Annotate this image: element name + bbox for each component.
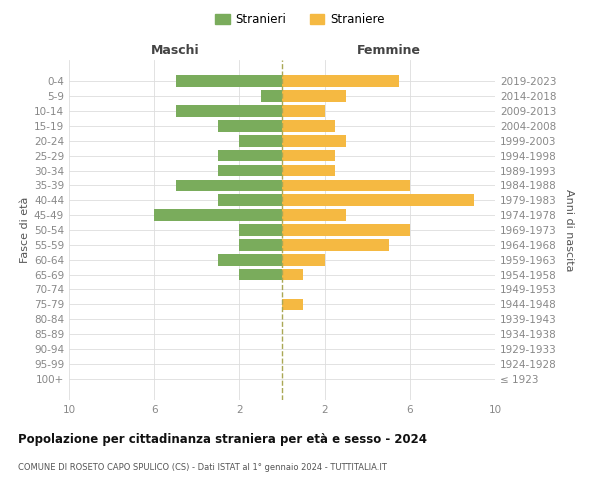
Bar xyxy=(260,90,282,102)
Bar xyxy=(218,150,282,162)
Bar xyxy=(239,224,282,236)
Text: Popolazione per cittadinanza straniera per età e sesso - 2024: Popolazione per cittadinanza straniera p… xyxy=(18,432,427,446)
Bar xyxy=(282,150,335,162)
Bar xyxy=(239,135,282,146)
Text: Maschi: Maschi xyxy=(151,44,200,57)
Bar xyxy=(282,298,304,310)
Bar xyxy=(175,105,282,117)
Bar xyxy=(282,105,325,117)
Bar xyxy=(282,239,389,250)
Bar xyxy=(218,164,282,176)
Bar xyxy=(239,239,282,250)
Bar xyxy=(218,194,282,206)
Bar xyxy=(218,120,282,132)
Bar xyxy=(282,135,346,146)
Bar xyxy=(282,120,335,132)
Bar xyxy=(239,269,282,280)
Legend: Stranieri, Straniere: Stranieri, Straniere xyxy=(211,8,389,31)
Y-axis label: Fasce di età: Fasce di età xyxy=(20,197,30,263)
Bar xyxy=(175,180,282,191)
Bar xyxy=(282,269,304,280)
Y-axis label: Anni di nascita: Anni di nascita xyxy=(563,188,574,271)
Bar xyxy=(282,180,410,191)
Bar xyxy=(175,76,282,87)
Text: COMUNE DI ROSETO CAPO SPULICO (CS) - Dati ISTAT al 1° gennaio 2024 - TUTTITALIA.: COMUNE DI ROSETO CAPO SPULICO (CS) - Dat… xyxy=(18,462,387,471)
Bar xyxy=(282,164,335,176)
Bar xyxy=(282,210,346,221)
Text: Femmine: Femmine xyxy=(356,44,421,57)
Bar xyxy=(282,194,474,206)
Bar xyxy=(282,254,325,266)
Bar xyxy=(282,224,410,236)
Bar xyxy=(282,76,399,87)
Bar xyxy=(154,210,282,221)
Bar xyxy=(282,90,346,102)
Bar xyxy=(218,254,282,266)
